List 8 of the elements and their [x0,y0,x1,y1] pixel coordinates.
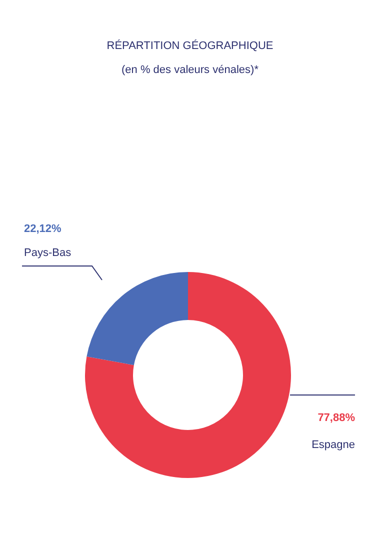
chart-title: RÉPARTITION GÉOGRAPHIQUE [106,39,274,52]
donut-slice [86,272,188,366]
data-label: 22,12% [24,223,62,235]
donut-slice [85,272,291,478]
chart-subtitle: (en % des valeurs vénales)* [122,64,260,76]
slice-label: Pays-Bas [24,247,72,259]
slice-label: Espagne [312,439,355,451]
data-label: 77,88% [318,412,356,424]
